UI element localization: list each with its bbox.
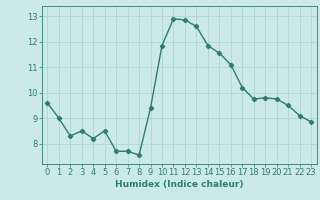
X-axis label: Humidex (Indice chaleur): Humidex (Indice chaleur) <box>115 180 244 189</box>
